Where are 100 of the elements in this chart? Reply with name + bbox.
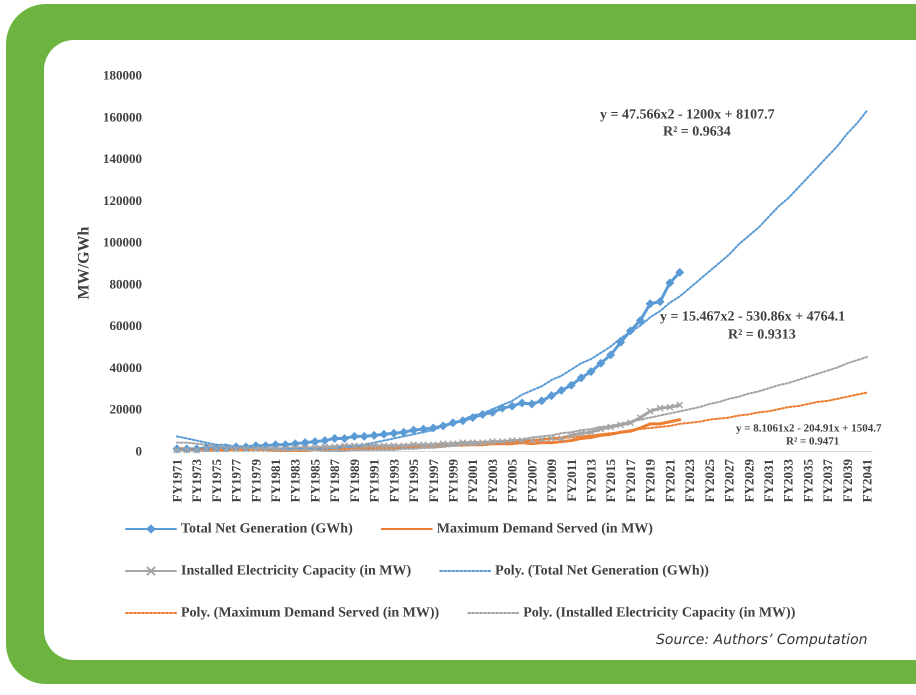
x-tick-label: FY1999 <box>445 458 460 502</box>
point <box>331 443 338 450</box>
x-tick-label: FY1981 <box>268 459 284 502</box>
point <box>479 439 486 446</box>
point <box>478 410 488 419</box>
annotation: y = 8.1061x2 - 204.91x + 1504.7 <box>736 422 882 434</box>
x-tick-label: FY2007 <box>524 458 540 502</box>
x-tick-label: FY1973 <box>189 458 204 502</box>
annotation: y = 15.467x2 - 530.86x + 4764.1 <box>660 310 846 324</box>
point <box>232 445 240 452</box>
point <box>458 416 468 426</box>
point <box>596 358 606 368</box>
x-tick-label: FY2035 <box>800 458 816 502</box>
point <box>646 299 655 308</box>
point <box>320 436 330 446</box>
point <box>675 268 684 277</box>
point <box>390 442 398 450</box>
y-tick-label: 140000 <box>103 151 142 166</box>
legend-label: Maximum Demand Served (in MW) <box>436 522 654 536</box>
point <box>498 438 506 446</box>
point <box>617 421 624 428</box>
point <box>389 428 398 438</box>
point <box>665 278 674 288</box>
point <box>488 408 497 417</box>
source-note: Source: Authors’ Computation <box>656 632 868 648</box>
x-tick-label: FY2027 <box>722 458 737 502</box>
point <box>597 426 604 433</box>
annotation: R² = 0.9313 <box>728 328 796 342</box>
point <box>576 373 586 382</box>
point <box>292 444 299 452</box>
x-tick-label: FY1971 <box>169 459 184 502</box>
point <box>282 445 289 452</box>
point <box>410 441 418 448</box>
point <box>518 398 526 408</box>
point <box>350 442 358 450</box>
point <box>262 445 270 452</box>
point <box>547 391 556 400</box>
x-tick-label: FY2021 <box>662 459 678 502</box>
point <box>537 396 546 406</box>
point <box>488 438 496 446</box>
x-tick-label: FY2005 <box>504 458 520 502</box>
y-axis-title: MW/GWh <box>76 226 93 300</box>
x-tick-label: FY2011 <box>564 459 579 502</box>
point <box>430 441 437 448</box>
x-tick-label: FY2037 <box>820 458 836 502</box>
x-tick-label: FY2025 <box>702 458 717 502</box>
point <box>556 386 566 395</box>
x-tick-label: FY1987 <box>327 458 342 502</box>
annotation: R² = 0.9634 <box>663 124 731 140</box>
y-tick-label: 180000 <box>103 68 142 82</box>
x-tick-label: FY1989 <box>346 458 362 502</box>
x-tick-label: FY2023 <box>682 458 698 502</box>
x-tick-label: FY2001 <box>465 459 480 502</box>
point <box>379 430 388 439</box>
point <box>409 426 418 435</box>
x-tick-label: FY2003 <box>484 458 500 502</box>
annotation: y = 47.566x2 - 1200x + 8107.7 <box>600 108 775 122</box>
legend-label: Total Net Generation (GWh) <box>181 522 354 536</box>
x-tick-label: FY1997 <box>426 458 441 502</box>
y-tick-label: 20000 <box>110 402 142 417</box>
point <box>370 442 378 450</box>
point <box>588 428 595 436</box>
x-tick-label: FY2031 <box>760 459 776 502</box>
y-tick-label: 100000 <box>103 234 142 250</box>
point <box>566 380 576 390</box>
point <box>518 437 526 444</box>
point <box>498 404 507 413</box>
x-tick-label: FY1983 <box>288 458 303 502</box>
point <box>616 338 626 347</box>
x-tick-label: FY1991 <box>366 459 382 502</box>
point <box>302 444 309 452</box>
point <box>311 444 318 452</box>
legend-label: Poly. (Total Net Generation (GWh)) <box>495 564 710 578</box>
x-tick-label: FY2015 <box>603 458 618 502</box>
point <box>508 402 517 411</box>
point <box>626 326 635 336</box>
point <box>656 297 665 306</box>
point <box>568 432 575 439</box>
point <box>656 404 664 412</box>
x-tick-label: FY2019 <box>642 458 658 502</box>
point <box>420 441 427 448</box>
x-tick-label: FY2009 <box>544 458 560 502</box>
x-tick-label: FY1985 <box>307 458 322 502</box>
point <box>438 421 448 430</box>
point <box>400 442 408 450</box>
point <box>350 432 359 441</box>
x-tick-label: FY2033 <box>780 458 796 502</box>
y-tick-label: 80000 <box>110 276 142 292</box>
point <box>448 418 458 428</box>
y-tick-label: 120000 <box>103 192 142 208</box>
point <box>321 443 328 450</box>
point <box>676 402 684 409</box>
point <box>586 367 596 376</box>
x-tick-label: FY2041 <box>860 459 875 502</box>
point <box>606 350 616 360</box>
point <box>578 430 585 437</box>
legend-label: Poly. (Installed Electricity Capacity (in MW)) <box>523 606 796 620</box>
x-tick-label: FY1995 <box>406 458 422 502</box>
point <box>428 424 438 433</box>
point <box>252 445 260 452</box>
